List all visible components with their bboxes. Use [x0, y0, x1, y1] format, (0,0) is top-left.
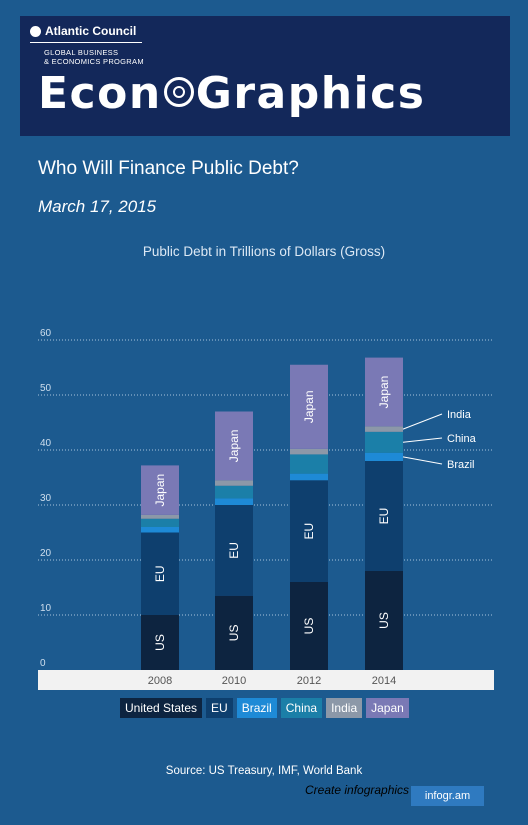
bar-segment-china	[141, 518, 179, 527]
segment-label: US	[153, 634, 167, 651]
create-infographics-link[interactable]: Create infographics	[305, 783, 410, 797]
bar-segment-eu	[365, 461, 403, 571]
bar-segment-japan	[141, 465, 179, 515]
bar-segment-india	[365, 426, 403, 432]
segment-label: US	[302, 618, 316, 635]
annotation-leader	[402, 437, 443, 443]
atlantic-council-logo: Atlantic Council	[30, 24, 136, 38]
bar-segment-china	[365, 431, 403, 453]
bar-segment-china	[290, 454, 328, 474]
bar-segment-japan	[290, 364, 328, 449]
legend-item-china[interactable]: China	[280, 698, 323, 718]
program-line-1: GLOBAL BUSINESS	[44, 48, 119, 57]
publish-date: March 17, 2015	[38, 197, 157, 216]
chart-legend: United States EU Brazil China India Japan	[120, 698, 409, 718]
x-tick-label: 2014	[372, 675, 396, 687]
bar-segment-brazil	[215, 498, 253, 505]
bar-segment-united-states	[365, 571, 403, 670]
header-banner	[20, 16, 510, 136]
annotation-label: China	[447, 433, 477, 445]
legend-item-eu[interactable]: EU	[206, 698, 233, 718]
legend-item-japan[interactable]: Japan	[366, 698, 409, 718]
segment-label: Japan	[377, 376, 391, 409]
segment-label: EU	[377, 508, 391, 525]
bar-segment-india	[215, 480, 253, 486]
econographics-masthead: Econ Graphics	[38, 66, 508, 122]
segment-label: US	[227, 625, 241, 642]
chart-title: Public Debt in Trillions of Dollars (Gro…	[142, 244, 386, 259]
bar-segment-united-states	[215, 595, 253, 670]
x-tick-label: 2012	[297, 675, 321, 687]
x-axis-band	[38, 670, 494, 690]
bar-segment-japan	[365, 357, 403, 427]
program-line-2: & ECONOMICS PROGRAM	[44, 57, 144, 66]
source-note: Source: US Treasury, IMF, World Bank	[165, 765, 363, 777]
y-tick-label: 20	[40, 548, 52, 559]
program-name: GLOBAL BUSINESS & ECONOMICS PROGRAM	[44, 48, 204, 66]
annotation-label: Brazil	[447, 459, 475, 471]
segment-label: EU	[153, 565, 167, 582]
segment-label: US	[377, 612, 391, 629]
logo-divider	[30, 42, 142, 43]
segment-label: Japan	[153, 474, 167, 507]
legend-item-india[interactable]: India	[326, 698, 363, 718]
org-name: Atlantic Council	[45, 24, 137, 38]
seal-icon	[163, 77, 194, 107]
bar-segment-india	[141, 514, 179, 519]
infogram-badge[interactable]: infogr.am	[411, 786, 484, 806]
bar-segment-brazil	[365, 452, 403, 461]
masthead-right: Graphics	[195, 68, 426, 119]
bar-segment-eu	[215, 505, 253, 596]
annotation-label: India	[447, 409, 472, 421]
bar-segment-united-states	[141, 615, 179, 670]
legend-item-united-states[interactable]: United States	[120, 698, 203, 718]
bar-segment-eu	[290, 480, 328, 582]
globe-icon	[30, 25, 41, 37]
y-tick-label: 30	[40, 493, 52, 504]
y-tick-label: 60	[40, 328, 52, 339]
annotation-leader	[402, 413, 443, 430]
segment-label: EU	[227, 542, 241, 559]
bar-segment-china	[215, 485, 253, 499]
y-tick-label: 0	[40, 658, 46, 669]
masthead-left: Econ	[38, 68, 162, 119]
page-title: Who Will Finance Public Debt?	[38, 158, 299, 179]
segment-label: EU	[302, 523, 316, 540]
bar-segment-brazil	[290, 473, 328, 481]
segment-label: Japan	[227, 430, 241, 463]
bar-segment-eu	[141, 532, 179, 615]
legend-item-brazil[interactable]: Brazil	[236, 698, 277, 718]
y-tick-label: 10	[40, 603, 52, 614]
y-tick-label: 40	[40, 438, 52, 449]
bar-segment-india	[290, 448, 328, 455]
bar-segment-brazil	[141, 527, 179, 533]
x-tick-label: 2008	[148, 675, 172, 687]
bar-segment-united-states	[290, 582, 328, 670]
segment-label: Japan	[302, 390, 316, 423]
x-tick-label: 2010	[222, 675, 246, 687]
y-tick-label: 50	[40, 383, 52, 394]
debt-chart: 0 10 20 30 40 50 60 US EU Japan 2008 US EU Japan 2010 U…	[38, 328, 494, 690]
annotation-leader	[402, 456, 443, 465]
bar-segment-japan	[215, 411, 253, 481]
